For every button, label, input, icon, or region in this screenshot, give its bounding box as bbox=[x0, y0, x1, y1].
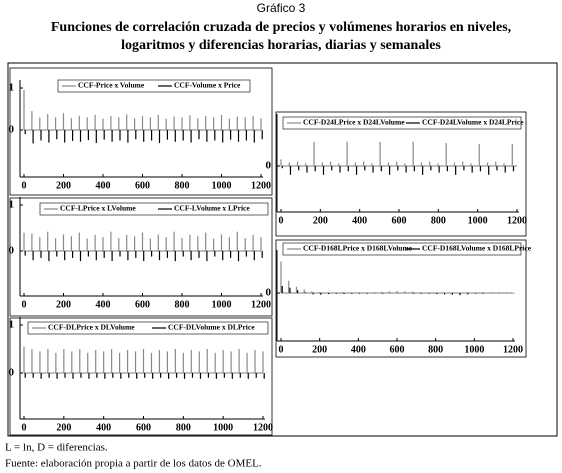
note: Fuente: elaboración propia a partir de l… bbox=[5, 458, 262, 470]
x-tick-label: 400 bbox=[351, 344, 366, 355]
x-tick-label: 1000 bbox=[213, 422, 233, 433]
legend-label: CCF-DLPrice x DLVolume bbox=[48, 323, 135, 332]
legend-label: CCF-D168LVolume x D168LPrice bbox=[422, 244, 532, 253]
x-tick-label: 1200 bbox=[253, 422, 273, 433]
y-tick-label: 1 bbox=[9, 82, 15, 94]
figure-title: logaritmos y diferencias horarias, diari… bbox=[121, 38, 441, 53]
panel-frame bbox=[9, 197, 273, 317]
legend-label: CCF-D24LPrice x D24LVolume bbox=[303, 118, 405, 127]
x-tick-label: 1200 bbox=[251, 180, 271, 191]
figure-label: Gráfico 3 bbox=[257, 1, 306, 15]
x-tick-label: 1200 bbox=[503, 344, 523, 355]
x-tick-label: 200 bbox=[56, 180, 71, 191]
legend-box bbox=[57, 79, 251, 93]
x-tick-label: 1200 bbox=[251, 299, 271, 310]
legend-label: CCF-LVolume x LPrice bbox=[174, 204, 250, 213]
x-tick-label: 400 bbox=[352, 215, 367, 226]
y-tick-label: 0 bbox=[266, 287, 272, 299]
panel-frame bbox=[9, 317, 273, 436]
y-tick-label: 0 bbox=[9, 124, 15, 136]
y-tick-label: 1 bbox=[9, 319, 15, 331]
x-tick-label: 800 bbox=[176, 422, 191, 433]
x-tick-label: 600 bbox=[390, 344, 405, 355]
x-tick-label: 0 bbox=[22, 422, 27, 433]
panel-frame bbox=[275, 111, 527, 237]
x-tick-label: 400 bbox=[96, 180, 111, 191]
x-tick-label: 1000 bbox=[212, 299, 232, 310]
x-tick-label: 0 bbox=[279, 344, 284, 355]
x-tick-label: 800 bbox=[431, 215, 446, 226]
panel-frame bbox=[275, 239, 527, 358]
legend-label: CCF-Price x Volume bbox=[78, 81, 145, 90]
legend-label: CCF-DLVolume x DLPrice bbox=[168, 323, 255, 332]
x-tick-label: 0 bbox=[22, 180, 27, 191]
legend-label: CCF-D168LPrice x D168LVolume bbox=[303, 244, 413, 253]
x-tick-label: 600 bbox=[135, 180, 150, 191]
x-tick-label: 800 bbox=[428, 344, 443, 355]
x-tick-label: 600 bbox=[135, 299, 150, 310]
x-tick-label: 600 bbox=[136, 422, 151, 433]
x-tick-label: 1200 bbox=[507, 215, 527, 226]
y-tick-label: 0 bbox=[9, 367, 15, 379]
x-tick-label: 200 bbox=[312, 344, 327, 355]
y-tick-label: 0 bbox=[9, 245, 15, 257]
x-tick-label: 600 bbox=[392, 215, 407, 226]
x-tick-label: 800 bbox=[175, 299, 190, 310]
x-tick-label: 1000 bbox=[464, 344, 484, 355]
x-tick-label: 200 bbox=[56, 299, 71, 310]
figure-title: Funciones de correlación cruzada de prec… bbox=[51, 20, 511, 35]
legend-label: CCF-D24LVolume x D24LPrice bbox=[422, 118, 524, 127]
x-tick-label: 400 bbox=[96, 422, 111, 433]
x-tick-label: 0 bbox=[279, 215, 284, 226]
legend-label: CCF-LPrice x LVolume bbox=[60, 204, 136, 213]
x-tick-label: 1000 bbox=[212, 180, 232, 191]
x-tick-label: 1000 bbox=[468, 215, 488, 226]
legend-box bbox=[39, 202, 269, 216]
x-tick-label: 400 bbox=[96, 299, 111, 310]
x-tick-label: 200 bbox=[313, 215, 328, 226]
legend-box bbox=[282, 242, 522, 256]
x-tick-label: 0 bbox=[22, 299, 27, 310]
legend-box bbox=[282, 116, 522, 130]
y-tick-label: 1 bbox=[9, 199, 15, 211]
outer-frame bbox=[7, 62, 558, 437]
note: L = ln, D = diferencias. bbox=[5, 442, 108, 454]
x-tick-label: 200 bbox=[56, 422, 71, 433]
legend-box bbox=[27, 321, 269, 335]
panel-frame bbox=[9, 67, 273, 196]
y-tick-label: 0 bbox=[266, 160, 272, 172]
x-tick-label: 800 bbox=[175, 180, 190, 191]
legend-label: CCF-Volume x Price bbox=[174, 81, 241, 90]
